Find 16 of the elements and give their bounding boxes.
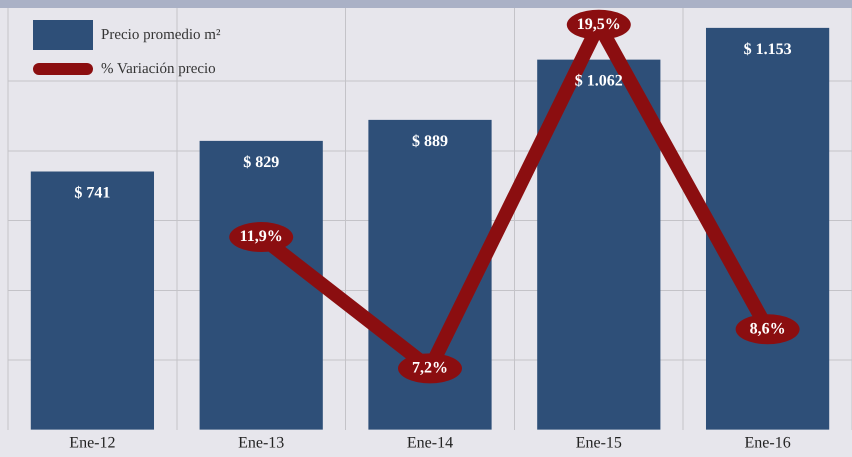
data-label: 19,5% — [576, 16, 621, 33]
x-tick-label: Ene-14 — [406, 434, 454, 452]
data-label: 7,2% — [412, 359, 448, 376]
x-tick-label: Ene-13 — [238, 434, 284, 452]
x-tick-label: Ene-15 — [576, 434, 622, 452]
data-label: $ 741 — [74, 184, 110, 202]
data-label: $ 1.062 — [574, 72, 623, 90]
data-label: $ 829 — [243, 154, 280, 171]
legend-label: % Variación precio — [101, 60, 216, 78]
x-tick-label: Ene-12 — [69, 434, 116, 452]
data-label: $ 889 — [412, 133, 448, 150]
data-label: $ 1.153 — [744, 41, 792, 58]
x-tick-label: Ene-16 — [744, 434, 791, 452]
legend-label: Precio promedio m² — [101, 26, 220, 44]
data-label: 8,6% — [750, 320, 786, 338]
data-label: 11,9% — [240, 228, 283, 246]
